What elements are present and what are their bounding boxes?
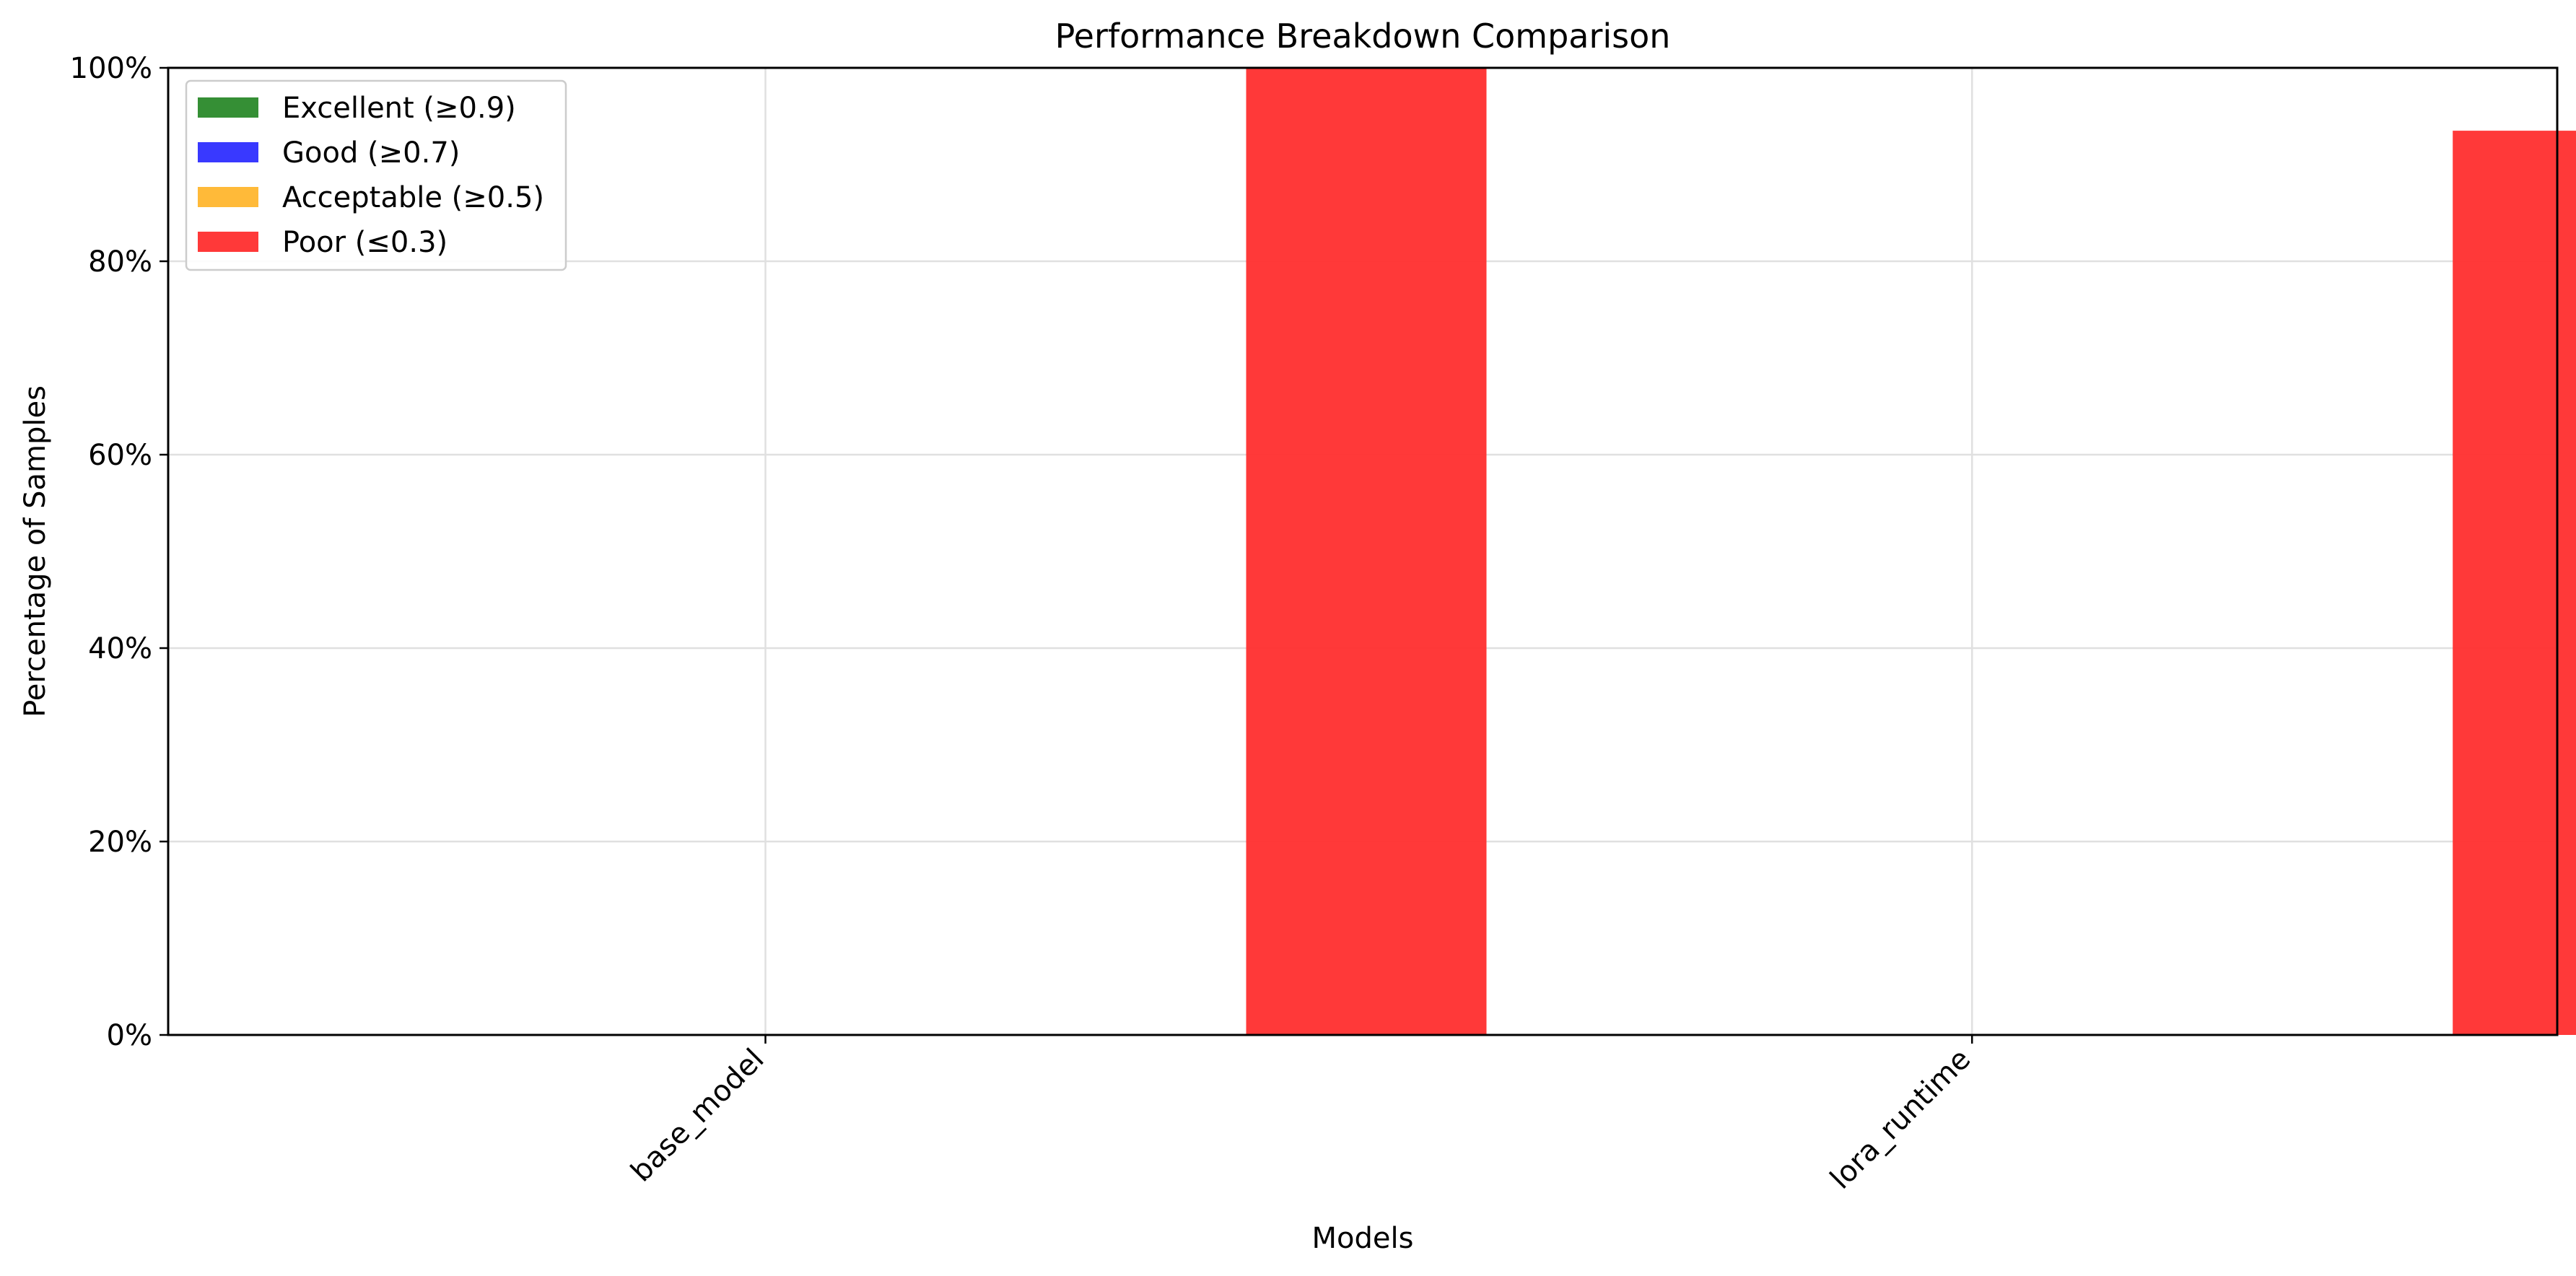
legend-label: Acceptable (≥0.5) <box>282 181 544 214</box>
y-axis-ticks: 0% 20% 40% 60% 80% 100% <box>70 52 168 1052</box>
y-tick-label: 60% <box>88 439 152 472</box>
bar-lora_runtime-3 <box>2453 131 2576 1036</box>
legend-label: Good (≥0.7) <box>282 136 460 170</box>
plot-frame <box>167 66 2559 1036</box>
legend-label: Excellent (≥0.9) <box>282 92 516 125</box>
legend-swatch <box>198 97 258 118</box>
x-axis-label: Models <box>1312 1222 1414 1255</box>
legend-swatch <box>198 187 258 207</box>
legend-swatch <box>198 232 258 252</box>
y-tick-label: 20% <box>88 826 152 859</box>
y-axis-label: Percentage of Samples <box>19 385 52 717</box>
legend: Excellent (≥0.9) Good (≥0.7) Acceptable (≥… <box>185 79 567 271</box>
bar-base_model-3 <box>1246 68 1487 1035</box>
bars-layer <box>1246 68 2576 1036</box>
y-tick-label: 40% <box>88 632 152 665</box>
y-tick-label: 100% <box>70 52 152 85</box>
chart-title: Performance Breakdown Comparison <box>1055 17 1671 56</box>
legend-swatch <box>198 142 258 162</box>
y-tick-label: 80% <box>88 245 152 279</box>
legend-label: Poor (≤0.3) <box>282 226 447 259</box>
y-tick-label: 0% <box>107 1019 152 1052</box>
legend-box <box>185 79 567 271</box>
